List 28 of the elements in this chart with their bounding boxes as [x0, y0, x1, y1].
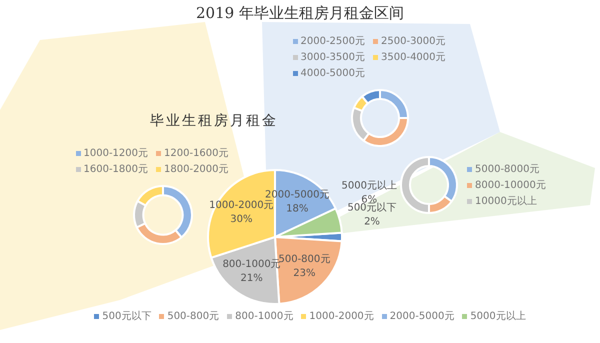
legend-label: 4000-5000元	[300, 67, 366, 80]
legend-label: 5000元以上	[470, 310, 526, 323]
legend-label: 2000-5000元	[390, 310, 454, 323]
data-label: 21%	[240, 272, 263, 284]
legend-label: 1200-1600元	[164, 147, 229, 160]
data-label: 30%	[230, 214, 253, 226]
legend-label: 3500-4000元	[381, 51, 446, 64]
legend-label: 800-1000元	[235, 310, 294, 323]
legend-label: 2000-2500元	[300, 35, 366, 48]
legend-label: 500元以下	[102, 310, 152, 323]
slice-label: 500-800元	[278, 254, 330, 265]
legend-label: 1000-1200元	[84, 147, 148, 160]
legend-label: 8000-10000元	[475, 179, 546, 192]
slice-label: 500元以下	[347, 202, 397, 214]
legend-label: 5000-8000元	[475, 163, 540, 176]
data-label: 2%	[364, 216, 380, 228]
legend-label: 1800-2000元	[164, 163, 229, 176]
data-label: 18%	[286, 204, 308, 215]
chart-title: 2019 年毕业生租房月租金区间	[196, 4, 404, 23]
legend-label: 500-800元	[167, 310, 220, 323]
legend-label: 1000-2000元	[309, 310, 374, 323]
chart-subtitle: 毕业生租房月租金	[150, 112, 278, 130]
legend-label: 2500-3000元	[381, 35, 446, 48]
legend-label: 10000元以上	[475, 194, 537, 208]
legend-label: 1600-1800元	[84, 163, 148, 176]
data-label: 23%	[293, 268, 316, 279]
slice-label: 5000元以上	[341, 179, 397, 192]
legend-label: 3000-3500元	[300, 51, 366, 64]
